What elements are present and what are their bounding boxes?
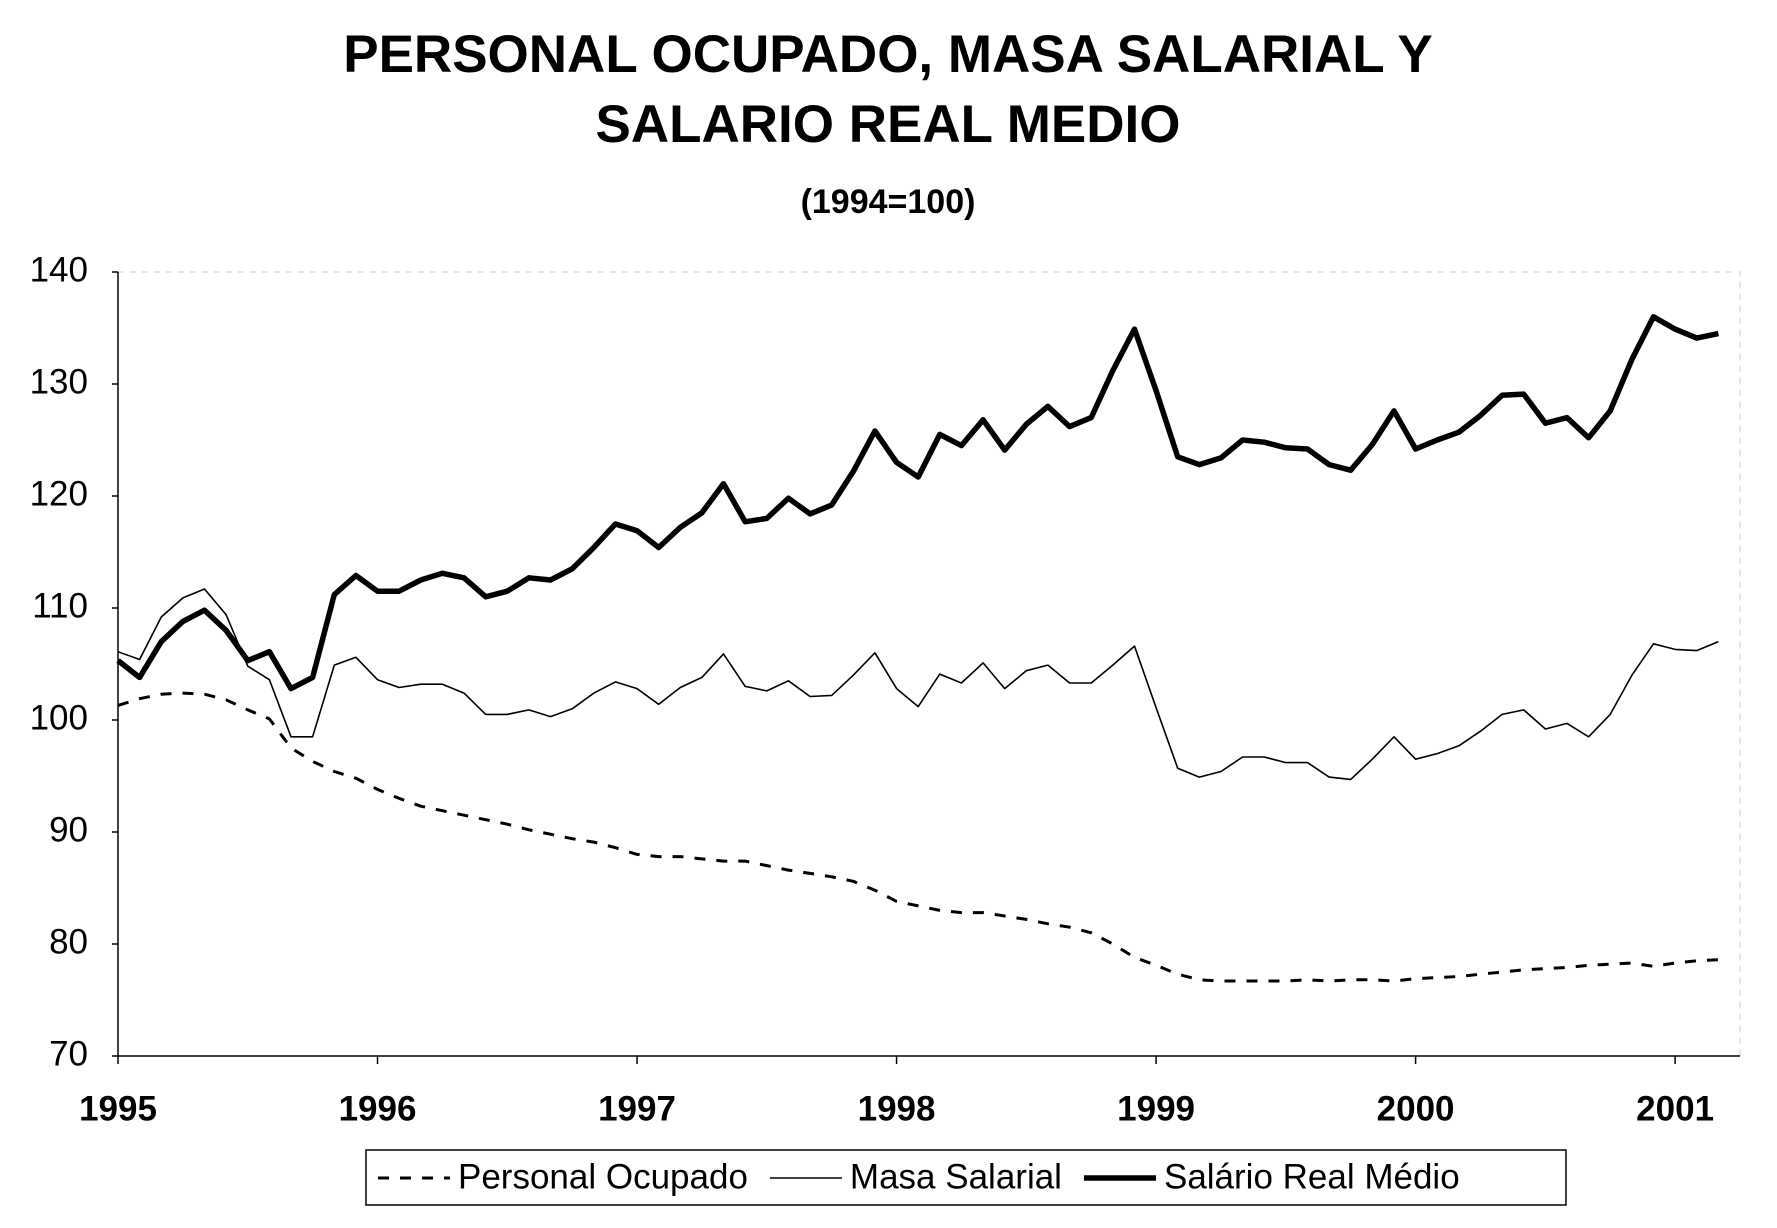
x-tick-label: 1995	[79, 1089, 157, 1128]
y-tick-label: 110	[32, 586, 88, 625]
y-tick-label: 100	[30, 698, 88, 737]
x-tick-label: 2000	[1377, 1089, 1455, 1128]
chart-subtitle: (1994=100)	[801, 183, 976, 221]
y-tick-label: 140	[30, 250, 88, 289]
legend-label: Personal Ocupado	[458, 1157, 748, 1196]
legend-box	[365, 1149, 1567, 1206]
x-tick-label: 2001	[1636, 1089, 1714, 1128]
series-line	[117, 588, 1719, 781]
x-tick-label: 1998	[858, 1089, 936, 1128]
x-tick-label: 1997	[598, 1089, 676, 1128]
legend-label: Salário Real Médio	[1164, 1157, 1460, 1196]
chart-title: PERSONAL OCUPADO, MASA SALARIAL Y	[343, 25, 1433, 84]
series-line	[116, 314, 1719, 692]
y-tick-label: 70	[49, 1034, 88, 1073]
y-tick-label: 130	[30, 362, 88, 401]
legend-label: Masa Salarial	[850, 1157, 1062, 1196]
y-tick-label: 80	[49, 922, 88, 961]
y-tick-label: 90	[49, 810, 88, 849]
chart-title: SALARIO REAL MEDIO	[596, 95, 1181, 154]
series-line	[117, 691, 1719, 983]
x-tick-label: 1999	[1117, 1089, 1195, 1128]
x-tick-label: 1996	[339, 1089, 417, 1128]
y-tick-label: 120	[30, 474, 88, 513]
